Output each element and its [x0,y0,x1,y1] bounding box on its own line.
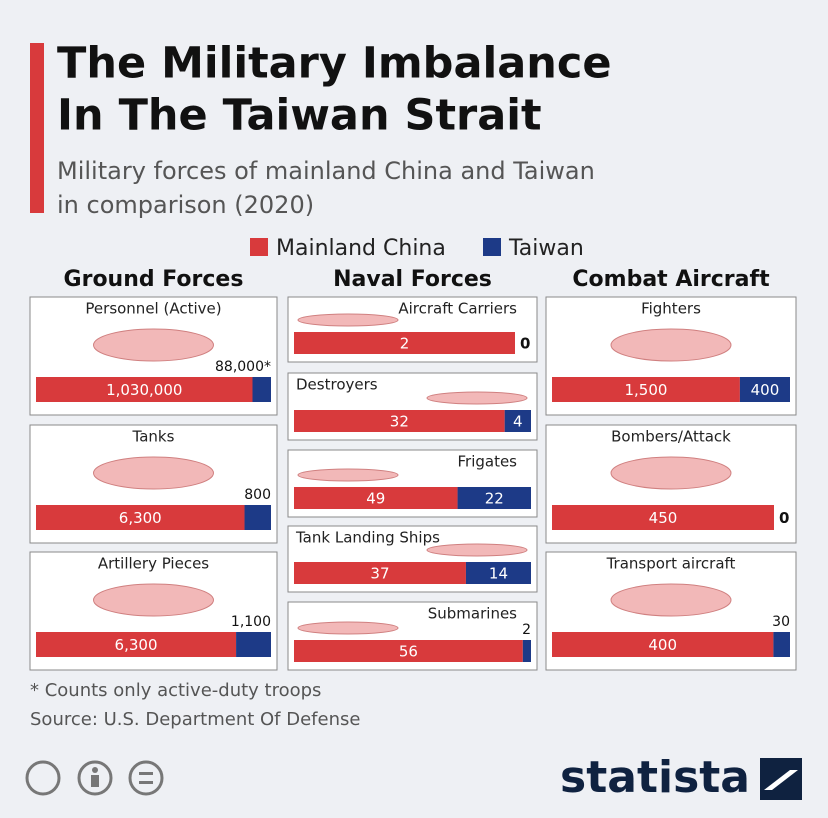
bar-segment [552,505,774,530]
bar-segment [465,562,531,584]
value-label: 22 [485,490,504,508]
icon [92,767,98,773]
bar-segment [294,332,515,354]
value-label: 4 [513,413,523,431]
bar-segment [522,640,531,662]
panel-label: Fighters [641,300,701,318]
panel-label: Aircraft Carriers [398,300,517,318]
silhouette [426,543,528,557]
value-label: 800 [244,487,271,503]
panel-label: Submarines [428,605,517,623]
bar-segment [552,377,740,402]
value-label: 6,300 [115,636,158,654]
silhouette [93,456,214,490]
note: * Counts only active-duty troops [30,680,321,701]
value-label: 2 [522,622,531,638]
legend-swatch [250,238,268,256]
bar-segment [294,562,466,584]
silhouette [610,583,732,617]
value-label: 32 [390,413,409,431]
legend-swatch [483,238,501,256]
bar-segment [504,410,531,432]
subtitle-line: Military forces of mainland China and Ta… [57,157,595,185]
value-label: 30 [772,614,790,630]
bar-segment [773,632,790,657]
value-label: 0 [779,509,789,527]
icon [77,760,113,796]
bar-segment [36,505,245,530]
value-label: 1,030,000 [106,381,182,399]
bar-segment [294,640,523,662]
brand-icon [764,770,798,790]
panel-label: Destroyers [296,376,378,394]
title-line: In The Taiwan Strait [57,91,542,141]
icon [91,775,99,787]
panel-label: Artillery Pieces [98,555,209,573]
value-label: 0 [520,335,530,353]
panel-label: Personnel (Active) [85,300,221,318]
legend-label: Taiwan [508,236,584,261]
accent-bar [30,43,44,213]
value-label: 400 [648,636,677,654]
panel-label: Tanks [132,428,175,446]
silhouette [93,583,214,617]
panel-label: Bombers/Attack [611,428,731,446]
value-label: 1,100 [231,614,271,630]
value-label: 2 [400,335,410,353]
panel-label: Tank Landing Ships [295,529,440,547]
value-label: 400 [751,381,780,399]
silhouette [426,391,528,405]
legend-label: Mainland China [276,236,446,261]
panel-label: Transport aircraft [606,555,736,573]
brand: statista [560,752,750,803]
bar-segment [36,377,253,402]
bar-segment [236,632,271,657]
license-icons [25,760,164,796]
silhouette [610,456,732,490]
value-label: 56 [399,643,418,661]
bar-segment [294,410,505,432]
silhouette [93,328,214,362]
value-label: 14 [489,565,508,583]
value-label: 88,000* [215,359,271,375]
value-label: 49 [366,490,385,508]
group-heading: Ground Forces [64,267,244,292]
value-label: 450 [649,509,678,527]
icon [139,781,153,784]
group-heading: Naval Forces [333,267,492,292]
value-label: 6,300 [119,509,162,527]
bar-segment [252,377,271,402]
bar-segment [739,377,790,402]
value-label: 37 [370,565,389,583]
bar-segment [36,632,237,657]
bar-segment [457,487,531,509]
value-label: 1,500 [624,381,667,399]
icon [128,760,164,796]
bar-segment [244,505,271,530]
silhouette [297,313,399,327]
bar-segment [294,487,458,509]
silhouette [297,621,399,635]
subtitle-line: in comparison (2020) [57,191,314,219]
panel-label: Frigates [457,453,517,471]
note: Source: U.S. Department Of Defense [30,709,360,730]
title-line: The Military Imbalance [57,39,612,89]
icon [139,772,153,775]
icon [25,760,61,796]
silhouette [610,328,732,362]
group-heading: Combat Aircraft [572,267,770,292]
bar-segment [552,632,774,657]
silhouette [297,468,399,482]
